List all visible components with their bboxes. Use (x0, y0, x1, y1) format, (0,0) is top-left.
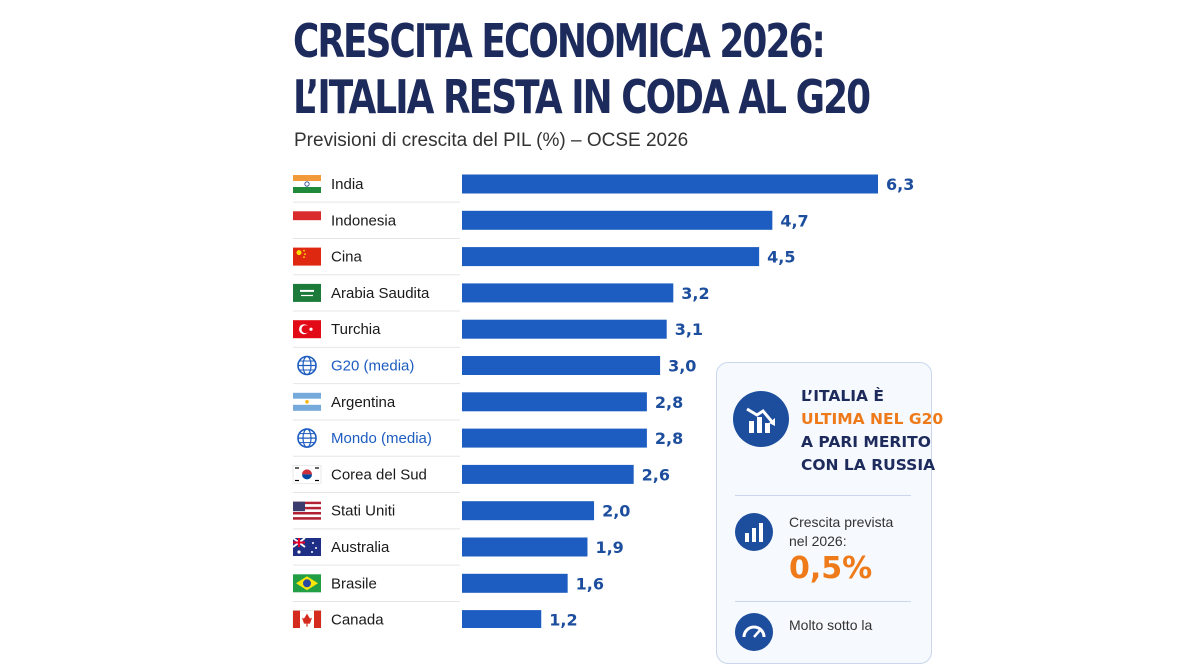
category-label: Cina (331, 249, 363, 266)
value-label: 2,6 (642, 465, 670, 484)
value-label: 2,8 (655, 429, 683, 448)
category-label: Mondo (media) (331, 430, 432, 447)
growth-label: Crescita prevista nel 2026: (789, 513, 893, 551)
callout-headline-line-1: L’ITALIA È (801, 387, 884, 405)
flag-argentina-icon (293, 392, 321, 411)
category-label: Brasile (331, 575, 377, 592)
value-label: 2,0 (602, 502, 630, 521)
bar (462, 247, 760, 267)
growth-label-line-1: Crescita prevista (789, 514, 894, 530)
callout-headline-line-3: A PARI MERITO (801, 433, 931, 451)
bar-chart: India 6,3 Indonesia 4,7 Cina 4,5 Arabia Saudit… (292, 174, 914, 628)
callout-divider (735, 601, 911, 602)
callout-divider (735, 495, 911, 496)
value-label: 4,5 (767, 248, 795, 267)
value-label: 3,1 (675, 320, 703, 339)
callout-headline-line-4: CON LA RUSSIA (801, 456, 936, 474)
chart-title-line-1: CRESCITA ECONOMICA 2026: (293, 14, 826, 68)
bar (462, 501, 595, 521)
chart-subtitle: Previsioni di crescita del PIL (%) – OCS… (294, 130, 689, 151)
flag-brazil-icon (293, 574, 321, 593)
bar (462, 464, 634, 484)
flag-south-korea-icon (292, 465, 322, 484)
category-label: Indonesia (331, 212, 397, 229)
flag-canada-icon (292, 610, 322, 628)
bar-chart-icon (735, 513, 773, 551)
value-label: 6,3 (886, 175, 914, 194)
bar (462, 283, 674, 303)
globe-icon (297, 428, 317, 448)
italy-callout-panel: L’ITALIA È ULTIMA NEL G20 A PARI MERITO … (716, 362, 944, 664)
callout-headline: L’ITALIA È ULTIMA NEL G20 A PARI MERITO … (801, 385, 944, 477)
flag-turkey-icon (293, 320, 321, 339)
bar (462, 610, 542, 628)
callout-headline-line-2: ULTIMA NEL G20 (801, 410, 944, 428)
bar (462, 573, 568, 593)
flag-saudi-arabia-icon (293, 283, 321, 302)
chart-title-line-2: L’ITALIA RESTA IN CODA AL G20 (293, 70, 871, 124)
category-label: Argentina (331, 394, 396, 411)
category-label: Canada (331, 612, 384, 628)
flag-india-icon (293, 175, 321, 193)
flag-indonesia-icon (293, 211, 321, 230)
callout-note: Molto sotto la (789, 617, 873, 633)
bar (462, 174, 878, 194)
category-label: Corea del Sud (331, 466, 427, 483)
category-label: India (331, 176, 364, 193)
italy-growth-value: 0,5% (789, 551, 873, 586)
value-label: 1,9 (595, 538, 623, 557)
value-label: 1,6 (576, 574, 604, 593)
flag-china-icon (293, 247, 321, 266)
flag-australia-icon (292, 537, 321, 556)
bar (462, 356, 661, 375)
category-label: Stati Uniti (331, 503, 395, 520)
value-label: 3,2 (681, 284, 709, 303)
value-label: 2,8 (655, 393, 683, 412)
gauge-icon (735, 613, 773, 651)
category-label: Arabia Saudita (331, 285, 430, 302)
flag-usa-icon (293, 501, 321, 520)
value-label: 3,0 (668, 357, 696, 376)
value-label: 1,2 (549, 611, 577, 628)
bar (462, 210, 773, 230)
bar (462, 319, 667, 339)
value-label: 4,7 (780, 211, 808, 230)
globe-icon (297, 355, 317, 376)
bar (462, 537, 588, 557)
category-label: Australia (331, 539, 390, 556)
growth-label-line-2: nel 2026: (789, 533, 847, 549)
bar (462, 428, 647, 448)
declining-chart-icon (733, 391, 789, 447)
bar (462, 392, 647, 412)
category-label: Turchia (331, 321, 381, 338)
category-label: G20 (media) (331, 358, 414, 375)
